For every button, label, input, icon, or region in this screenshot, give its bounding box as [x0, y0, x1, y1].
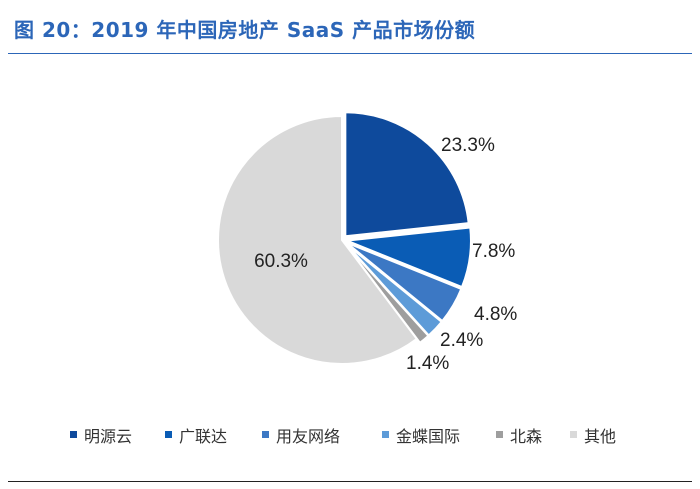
data-label-4: 2.4% — [440, 330, 483, 351]
bottom-rule — [8, 481, 692, 482]
legend-label-4: 金蝶国际 — [396, 427, 460, 446]
legend-swatch-4 — [382, 431, 389, 438]
data-label-5: 1.4% — [406, 353, 449, 374]
data-label-1: 23.3% — [441, 135, 495, 156]
legend-swatch-2 — [165, 431, 172, 438]
pie-labels: 23.3% 7.8% 4.8% 2.4%1.4% 60.3% — [254, 135, 517, 374]
data-label-2: 7.8% — [472, 241, 515, 262]
legend-label-3: 用友网络 — [276, 427, 340, 446]
legend-label-1: 明源云 — [84, 427, 132, 446]
data-label-3: 4.8% — [474, 304, 517, 325]
chart-title: 图 20：2019 年中国房地产 SaaS 产品市场份额 — [14, 18, 476, 42]
legend-swatch-5 — [496, 431, 503, 438]
legend-label-5: 北森 — [510, 427, 542, 446]
pie-slice-1 — [344, 111, 470, 238]
legend-swatch-1 — [70, 431, 77, 438]
pie-slice-3 — [345, 241, 463, 323]
pie-slices — [217, 111, 472, 365]
legend-label-2: 广联达 — [179, 427, 227, 446]
pie-slice-5 — [344, 243, 430, 345]
title-underline — [8, 53, 692, 54]
pie-slice-6 — [217, 114, 419, 365]
pie-slice-2 — [346, 226, 472, 289]
data-label-6: 60.3% — [254, 251, 308, 272]
legend: 明源云 广联达 用友网络 金蝶国际 北森 其他 — [70, 427, 616, 446]
legend-swatch-3 — [262, 431, 269, 438]
legend-swatch-6 — [570, 431, 577, 438]
legend-label-6: 其他 — [584, 427, 616, 446]
